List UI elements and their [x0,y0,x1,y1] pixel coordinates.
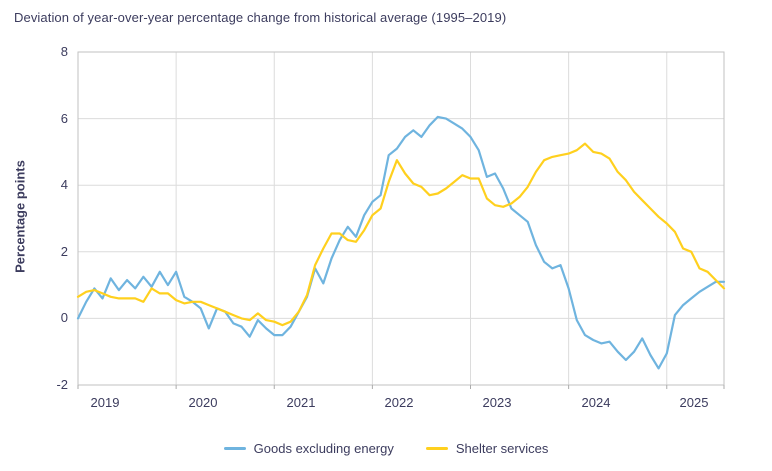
x-tick-label-2021: 2021 [286,395,316,410]
legend: Goods excluding energy Shelter services [0,441,772,456]
x-tick-label-2019: 2019 [90,395,120,410]
legend-label-goods: Goods excluding energy [253,441,394,456]
goods-line [76,115,726,370]
goods-line-swatch [223,447,246,450]
x-tick-label-2024: 2024 [581,395,611,410]
y-tick-label-4: 4 [60,177,68,192]
y-tick-label-8: 8 [60,44,68,59]
legend-item-goods: Goods excluding energy [223,441,394,456]
x-tick-label-2023: 2023 [482,395,512,410]
x-tick-label-2022: 2022 [384,395,414,410]
y-tick-label-2: 2 [60,244,68,259]
legend-item-shelter: Shelter services [425,441,549,456]
x-tick-label-2025: 2025 [679,395,709,410]
y-tick-label-6: 6 [60,111,68,126]
shelter-line-swatch [425,447,448,450]
plot-border [77,51,725,386]
legend-label-shelter: Shelter services [455,441,549,456]
shelter-line [76,142,726,327]
x-tick-label-2020: 2020 [188,395,218,410]
y-tick-label-neg2: -2 [56,377,68,392]
y-tick-label-0: 0 [60,310,68,325]
chart-title: Deviation of year-over-year percentage c… [14,10,507,25]
